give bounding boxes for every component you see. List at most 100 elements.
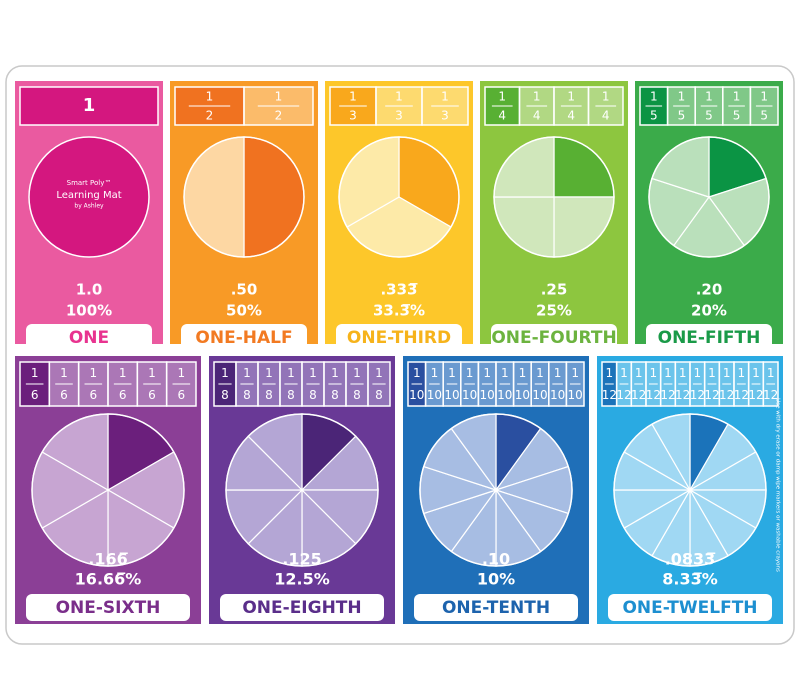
percent: 33.3̅%	[373, 302, 425, 320]
numerator: 1	[331, 366, 339, 380]
card: 1 6 1 6 1 6 1 6 1 6 1 6 .166̅16.66̅% ONE-SIXTH	[13, 354, 203, 626]
denominator: 5	[705, 108, 713, 122]
numerator: 1	[738, 366, 746, 380]
numerator: 1	[90, 366, 98, 380]
numerator: 1	[635, 366, 643, 380]
denominator: 12	[734, 388, 749, 402]
numerator: 1	[441, 89, 449, 103]
numerator: 1	[533, 89, 541, 103]
numerator: 1	[431, 366, 439, 380]
denominator: 8	[309, 388, 317, 402]
numerator: 1	[466, 366, 474, 380]
strip-cell	[136, 361, 168, 407]
denominator: 8	[353, 388, 361, 402]
denominator: 12	[704, 388, 719, 402]
name-box	[26, 324, 152, 351]
pie-outline	[648, 136, 770, 258]
numerator: 1	[723, 366, 731, 380]
card: 1 4 1 4 1 4 1 4 .25 25% ONE-FOURTH	[478, 79, 630, 351]
card: 112112112112112112112112112112112112.083…	[595, 354, 785, 626]
card-name: ONE-THIRD	[347, 328, 451, 348]
name-box	[336, 324, 462, 351]
denominator: 5	[760, 108, 768, 122]
numerator: 1	[606, 366, 614, 380]
pie-outline	[183, 136, 305, 258]
denominator: 8	[375, 388, 383, 402]
numerator: 1	[178, 366, 186, 380]
numerator: 1	[760, 89, 768, 103]
decimal: .50	[231, 281, 258, 299]
percent: 8.33̅%	[662, 570, 718, 589]
numerator: 1	[678, 89, 686, 103]
denominator: 12	[631, 388, 646, 402]
denominator: 6	[90, 388, 98, 402]
percent: 50%	[226, 302, 262, 320]
denominator: 10	[532, 388, 547, 402]
name-box	[608, 594, 772, 621]
card-name: ONE-FOURTH	[491, 328, 616, 348]
numerator: 1	[448, 366, 456, 380]
numerator: 1	[498, 89, 506, 103]
denominator: 2	[275, 108, 283, 122]
decimal: .166̅	[88, 550, 127, 569]
denominator: 8	[243, 388, 251, 402]
percent: 12.5%	[274, 570, 330, 589]
denominator: 4	[533, 108, 541, 122]
percent: 100%	[66, 302, 112, 320]
denominator: 6	[178, 388, 186, 402]
numerator: 1	[694, 366, 702, 380]
denominator: 8	[331, 388, 339, 402]
denominator: 4	[567, 108, 575, 122]
numerator: 1	[708, 366, 716, 380]
denominator: 5	[650, 108, 658, 122]
numerator: 1	[664, 366, 672, 380]
denominator: 10	[480, 388, 495, 402]
pie-outline	[613, 413, 767, 567]
denominator: 12	[748, 388, 763, 402]
name-box	[26, 594, 190, 621]
numerator: 1	[483, 366, 491, 380]
numerator: 1	[519, 366, 527, 380]
decimal: .333̅	[380, 281, 417, 299]
card-name: ONE	[69, 328, 109, 348]
strip-cell	[19, 86, 159, 126]
card-name: ONE-TENTH	[442, 598, 550, 618]
numerator: 1	[705, 89, 713, 103]
pie-outline	[493, 136, 615, 258]
usage-note: Use with dry erase or damp wipe markers …	[775, 398, 781, 572]
denominator: 5	[678, 108, 686, 122]
numerator: 1	[31, 366, 39, 380]
decimal: .10	[482, 550, 510, 569]
denominator: 12	[616, 388, 631, 402]
numerator: 1	[620, 366, 628, 380]
denominator: 10	[444, 388, 459, 402]
whole: 1	[83, 95, 96, 116]
percent: 16.66̅%	[75, 570, 142, 589]
numerator: 1	[353, 366, 361, 380]
numerator: 1	[349, 89, 357, 103]
name-box	[181, 324, 307, 351]
pie	[28, 136, 150, 258]
decimal: .125	[282, 550, 321, 569]
card: 1 2 1 2 .50 50% ONE-HALF	[168, 79, 320, 351]
card-name: ONE-HALF	[195, 328, 292, 348]
denominator: 12	[690, 388, 705, 402]
brand-line: Smart Poly™	[67, 179, 112, 187]
numerator: 1	[221, 366, 229, 380]
denominator: 4	[498, 108, 506, 122]
numerator: 1	[375, 366, 383, 380]
card: 1 3 1 3 1 3 .333̅ 33.3̅% ONE-THIRD	[323, 79, 475, 351]
denominator: 12	[602, 388, 617, 402]
denominator: 8	[265, 388, 273, 402]
numerator: 1	[752, 366, 760, 380]
card-name: ONE-TWELFTH	[622, 598, 757, 618]
denominator: 6	[60, 388, 68, 402]
denominator: 3	[349, 108, 357, 122]
strip-cell	[174, 86, 245, 126]
decimal: .20	[696, 281, 723, 299]
pie-outline	[338, 136, 460, 258]
denominator: 10	[409, 388, 424, 402]
denominator: 8	[221, 388, 229, 402]
